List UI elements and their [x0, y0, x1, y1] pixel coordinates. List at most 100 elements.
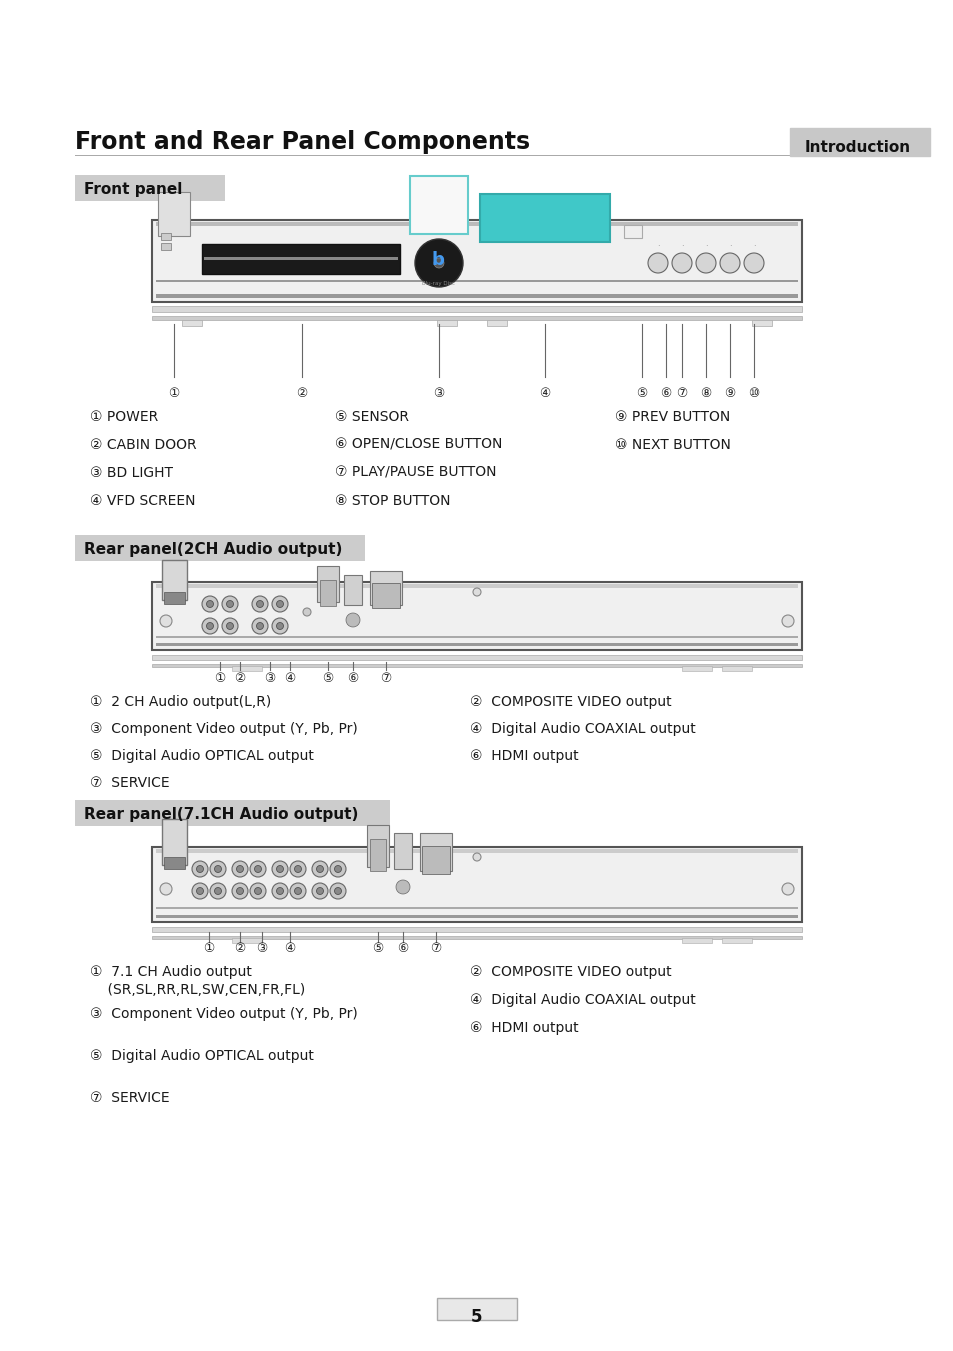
Text: ⑤  Digital Audio OPTICAL output: ⑤ Digital Audio OPTICAL output [90, 1048, 314, 1063]
Circle shape [696, 253, 716, 273]
Text: ④ VFD SCREEN: ④ VFD SCREEN [90, 494, 195, 508]
Text: ② CABIN DOOR: ② CABIN DOOR [90, 438, 196, 453]
Circle shape [250, 861, 266, 877]
Circle shape [473, 588, 480, 596]
Circle shape [206, 600, 213, 608]
Text: ⑤  Digital Audio OPTICAL output: ⑤ Digital Audio OPTICAL output [90, 748, 314, 763]
Circle shape [316, 866, 323, 873]
Bar [367, 825, 389, 867]
Bar [370, 839, 386, 871]
Bar [721, 938, 751, 943]
Circle shape [330, 884, 346, 898]
Bar [182, 320, 202, 326]
Circle shape [276, 888, 283, 894]
Circle shape [232, 884, 248, 898]
Circle shape [290, 884, 306, 898]
Circle shape [330, 861, 346, 877]
Text: Introduction: Introduction [804, 141, 910, 155]
Text: ⑥  HDMI output: ⑥ HDMI output [470, 1021, 578, 1035]
Text: ① POWER: ① POWER [90, 409, 158, 424]
Bar [152, 663, 801, 667]
Circle shape [252, 617, 268, 634]
Text: ⑦: ⑦ [380, 671, 392, 685]
Circle shape [202, 617, 218, 634]
Text: ①: ① [203, 942, 214, 955]
Circle shape [294, 888, 301, 894]
Bar [232, 666, 262, 671]
Text: ③: ③ [256, 942, 268, 955]
Bar [162, 819, 187, 865]
Text: ③ BD LIGHT: ③ BD LIGHT [90, 466, 172, 480]
Text: ①  2 CH Audio output(L,R): ① 2 CH Audio output(L,R) [90, 694, 271, 709]
Bar [164, 592, 185, 604]
Bar [789, 128, 929, 155]
Bar [161, 243, 171, 250]
Circle shape [192, 861, 208, 877]
Text: ④: ④ [284, 671, 295, 685]
Bar [202, 245, 399, 274]
Text: ⑩: ⑩ [747, 386, 759, 400]
Circle shape [272, 596, 288, 612]
Text: 5: 5 [471, 1308, 482, 1325]
Bar [319, 580, 335, 607]
Circle shape [303, 608, 311, 616]
Bar [372, 584, 399, 608]
Bar [152, 316, 801, 320]
Bar [486, 320, 506, 326]
Circle shape [647, 253, 667, 273]
Bar [419, 834, 452, 871]
Text: ③: ③ [433, 386, 444, 400]
Text: ⑨: ⑨ [723, 386, 735, 400]
Circle shape [272, 861, 288, 877]
Text: ⑥: ⑥ [397, 942, 408, 955]
Text: ⑦  SERVICE: ⑦ SERVICE [90, 775, 170, 790]
Bar [152, 847, 801, 921]
Circle shape [335, 888, 341, 894]
Circle shape [236, 888, 243, 894]
Text: ⑥ OPEN/CLOSE BUTTON: ⑥ OPEN/CLOSE BUTTON [335, 438, 502, 453]
Circle shape [214, 866, 221, 873]
Circle shape [671, 253, 691, 273]
Text: ④  Digital Audio COAXIAL output: ④ Digital Audio COAXIAL output [470, 993, 695, 1006]
Circle shape [312, 884, 328, 898]
Bar [152, 305, 801, 312]
Circle shape [254, 866, 261, 873]
Circle shape [206, 623, 213, 630]
Circle shape [222, 596, 237, 612]
Text: ①  7.1 CH Audio output
    (SR,SL,RR,RL,SW,CEN,FR,FL): ① 7.1 CH Audio output (SR,SL,RR,RL,SW,CE… [90, 965, 305, 997]
Circle shape [434, 258, 443, 267]
Bar [204, 257, 397, 259]
Text: Front panel: Front panel [84, 182, 182, 197]
Text: ⑤ SENSOR: ⑤ SENSOR [335, 409, 409, 424]
Text: ⑧: ⑧ [700, 386, 711, 400]
Circle shape [254, 888, 261, 894]
Circle shape [346, 613, 359, 627]
Text: ⑥  HDMI output: ⑥ HDMI output [470, 748, 578, 763]
Text: ④: ④ [284, 942, 295, 955]
Bar [75, 154, 879, 155]
Text: ⑦  SERVICE: ⑦ SERVICE [90, 1092, 170, 1105]
Text: ③  Component Video output (Y, Pb, Pr): ③ Component Video output (Y, Pb, Pr) [90, 721, 357, 736]
Text: ⑤: ⑤ [372, 942, 383, 955]
Circle shape [256, 600, 263, 608]
Bar [623, 226, 641, 238]
Bar [161, 232, 171, 240]
Bar [394, 834, 412, 869]
Text: ②: ② [296, 386, 307, 400]
Text: ②  COMPOSITE VIDEO output: ② COMPOSITE VIDEO output [470, 965, 671, 979]
Text: ·: · [680, 242, 682, 251]
Text: ⑦: ⑦ [430, 942, 441, 955]
Circle shape [160, 884, 172, 894]
Circle shape [232, 861, 248, 877]
Circle shape [222, 617, 237, 634]
Bar [436, 320, 456, 326]
Circle shape [720, 253, 740, 273]
Text: ④: ④ [538, 386, 550, 400]
Text: ⑩ NEXT BUTTON: ⑩ NEXT BUTTON [615, 438, 730, 453]
Text: ·: · [752, 242, 755, 251]
Text: ③: ③ [264, 671, 275, 685]
Circle shape [743, 253, 763, 273]
Circle shape [272, 884, 288, 898]
Text: Front and Rear Panel Components: Front and Rear Panel Components [75, 130, 530, 154]
Circle shape [256, 623, 263, 630]
